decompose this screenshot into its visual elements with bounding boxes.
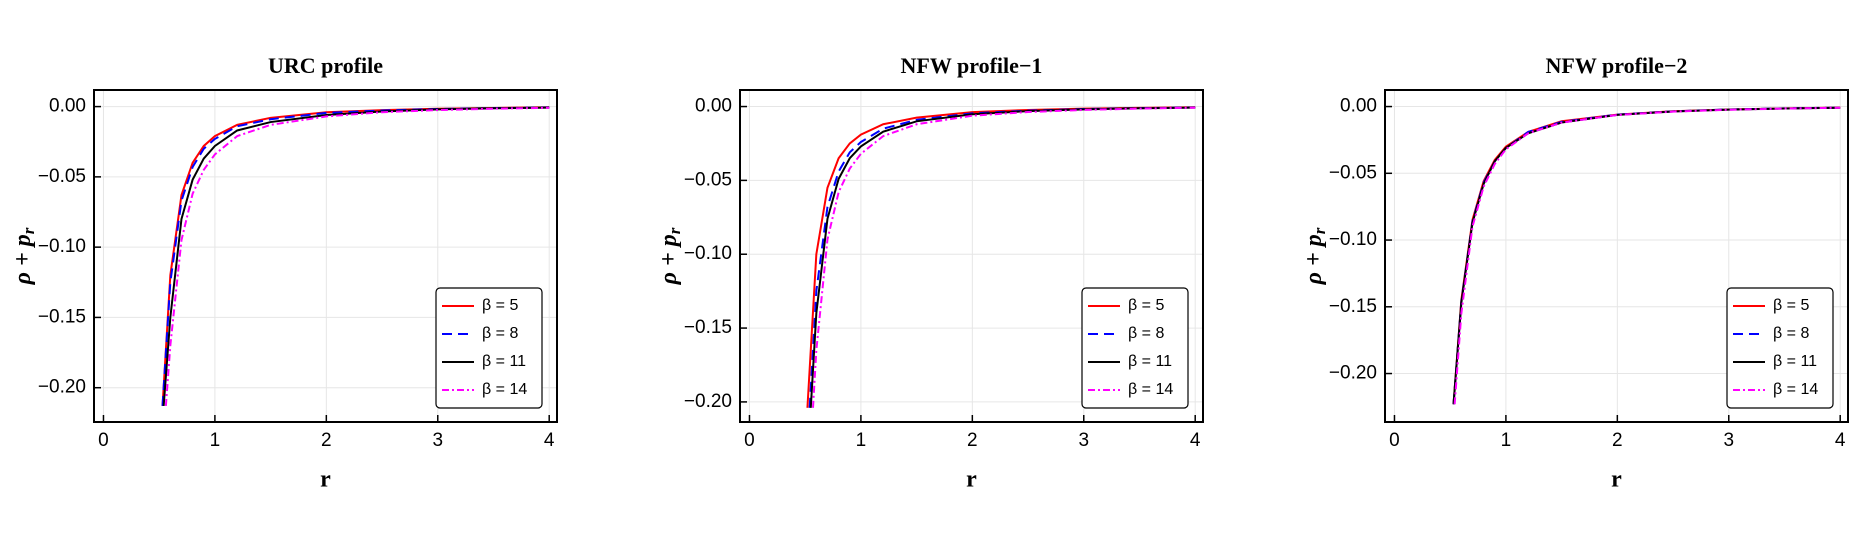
x-tick-label: 0 (744, 430, 755, 451)
x-tick-label: 1 (856, 430, 867, 451)
legend-label: β = 5 (1773, 297, 1809, 314)
y-tick-label: −0.15 (684, 317, 732, 338)
legend-label: β = 8 (482, 325, 518, 342)
x-tick-label: 0 (1389, 430, 1400, 451)
plot-lines (806, 106, 1196, 408)
series-line (811, 106, 1196, 408)
y-axis-label-text: ρ + p (656, 234, 682, 285)
x-tick-label: 3 (1078, 430, 1089, 451)
legend-label: β = 5 (482, 297, 518, 314)
series-line (164, 106, 550, 407)
chart-title: NFW profile−2 (1546, 53, 1688, 78)
y-tick-label: −0.05 (1329, 162, 1377, 183)
x-axis-label: r (966, 467, 977, 493)
x-axis-label: r (320, 467, 331, 493)
legend-label: β = 11 (482, 353, 526, 370)
series-line (809, 106, 1196, 408)
y-axis-label: ρ + pr (1301, 227, 1329, 285)
x-tick-label: 3 (1723, 430, 1734, 451)
y-tick-label: −0.20 (684, 391, 732, 412)
y-axis-label-text: ρ + p (10, 234, 36, 285)
plot-lines (161, 106, 550, 407)
plot-frame (93, 89, 558, 423)
y-tick-label: 0.00 (1340, 96, 1377, 117)
subplot: 0 1 2 3 4 0.00 −0.05 −0.10 −0.15 −0.20 NFW profile… (656, 53, 1204, 493)
y-tick-label: −0.05 (38, 166, 86, 187)
chart-title: NFW profile−1 (901, 53, 1043, 78)
subplot: 0 1 2 3 4 0.00 −0.05 −0.10 −0.15 −0.20 URC profile… (10, 53, 558, 493)
y-tick-label: 0.00 (49, 96, 86, 117)
y-axis-label: ρ + pr (10, 227, 38, 285)
x-tick-label: 1 (1501, 430, 1512, 451)
x-tick-label: 4 (544, 430, 555, 451)
y-tick-label: −0.10 (1329, 229, 1377, 250)
x-tick-label: 3 (432, 430, 443, 451)
y-tick-label: −0.10 (684, 243, 732, 264)
y-tick-label: 0.00 (695, 96, 732, 117)
legend-box (435, 287, 543, 409)
x-tick-label: 1 (210, 430, 221, 451)
x-tick-label: 4 (1835, 430, 1846, 451)
y-axis-label: ρ + pr (656, 227, 684, 285)
y-tick-label: −0.05 (684, 169, 732, 190)
legend-label: β = 14 (1128, 381, 1173, 398)
legend-label: β = 11 (1128, 353, 1172, 370)
y-tick-label: −0.20 (38, 377, 86, 398)
x-tick-label: 0 (98, 430, 109, 451)
x-tick-label: 2 (967, 430, 978, 451)
legend-label: β = 8 (1773, 325, 1809, 342)
y-axis-label-subscript: r (665, 227, 684, 234)
legend-label: β = 8 (1128, 325, 1164, 342)
plot-frame (1384, 89, 1849, 423)
subplot: 0 1 2 3 4 0.00 −0.05 −0.10 −0.15 −0.20 NFW profile… (1301, 53, 1849, 493)
x-tick-label: 4 (1190, 430, 1201, 451)
chart-title: URC profile (268, 53, 383, 78)
y-tick-label: −0.15 (38, 306, 86, 327)
legend-box (1081, 287, 1189, 409)
x-tick-label: 2 (1612, 430, 1623, 451)
y-axis-label-text: ρ + p (1301, 234, 1327, 285)
x-axis-label: r (1611, 467, 1622, 493)
y-axis-label-subscript: r (19, 227, 38, 234)
plot-frame (739, 89, 1204, 423)
y-tick-label: −0.10 (38, 236, 86, 257)
x-tick-label: 2 (321, 430, 332, 451)
series-line (1453, 106, 1841, 405)
legend-label: β = 11 (1773, 353, 1817, 370)
y-axis-label-subscript: r (1310, 227, 1329, 234)
legend-label: β = 14 (482, 381, 527, 398)
y-tick-label: −0.15 (1329, 296, 1377, 317)
legend-label: β = 5 (1128, 297, 1164, 314)
legend-label: β = 14 (1773, 381, 1818, 398)
plot-lines (1452, 106, 1841, 405)
y-tick-label: −0.20 (1329, 363, 1377, 384)
legend-box (1726, 287, 1834, 409)
